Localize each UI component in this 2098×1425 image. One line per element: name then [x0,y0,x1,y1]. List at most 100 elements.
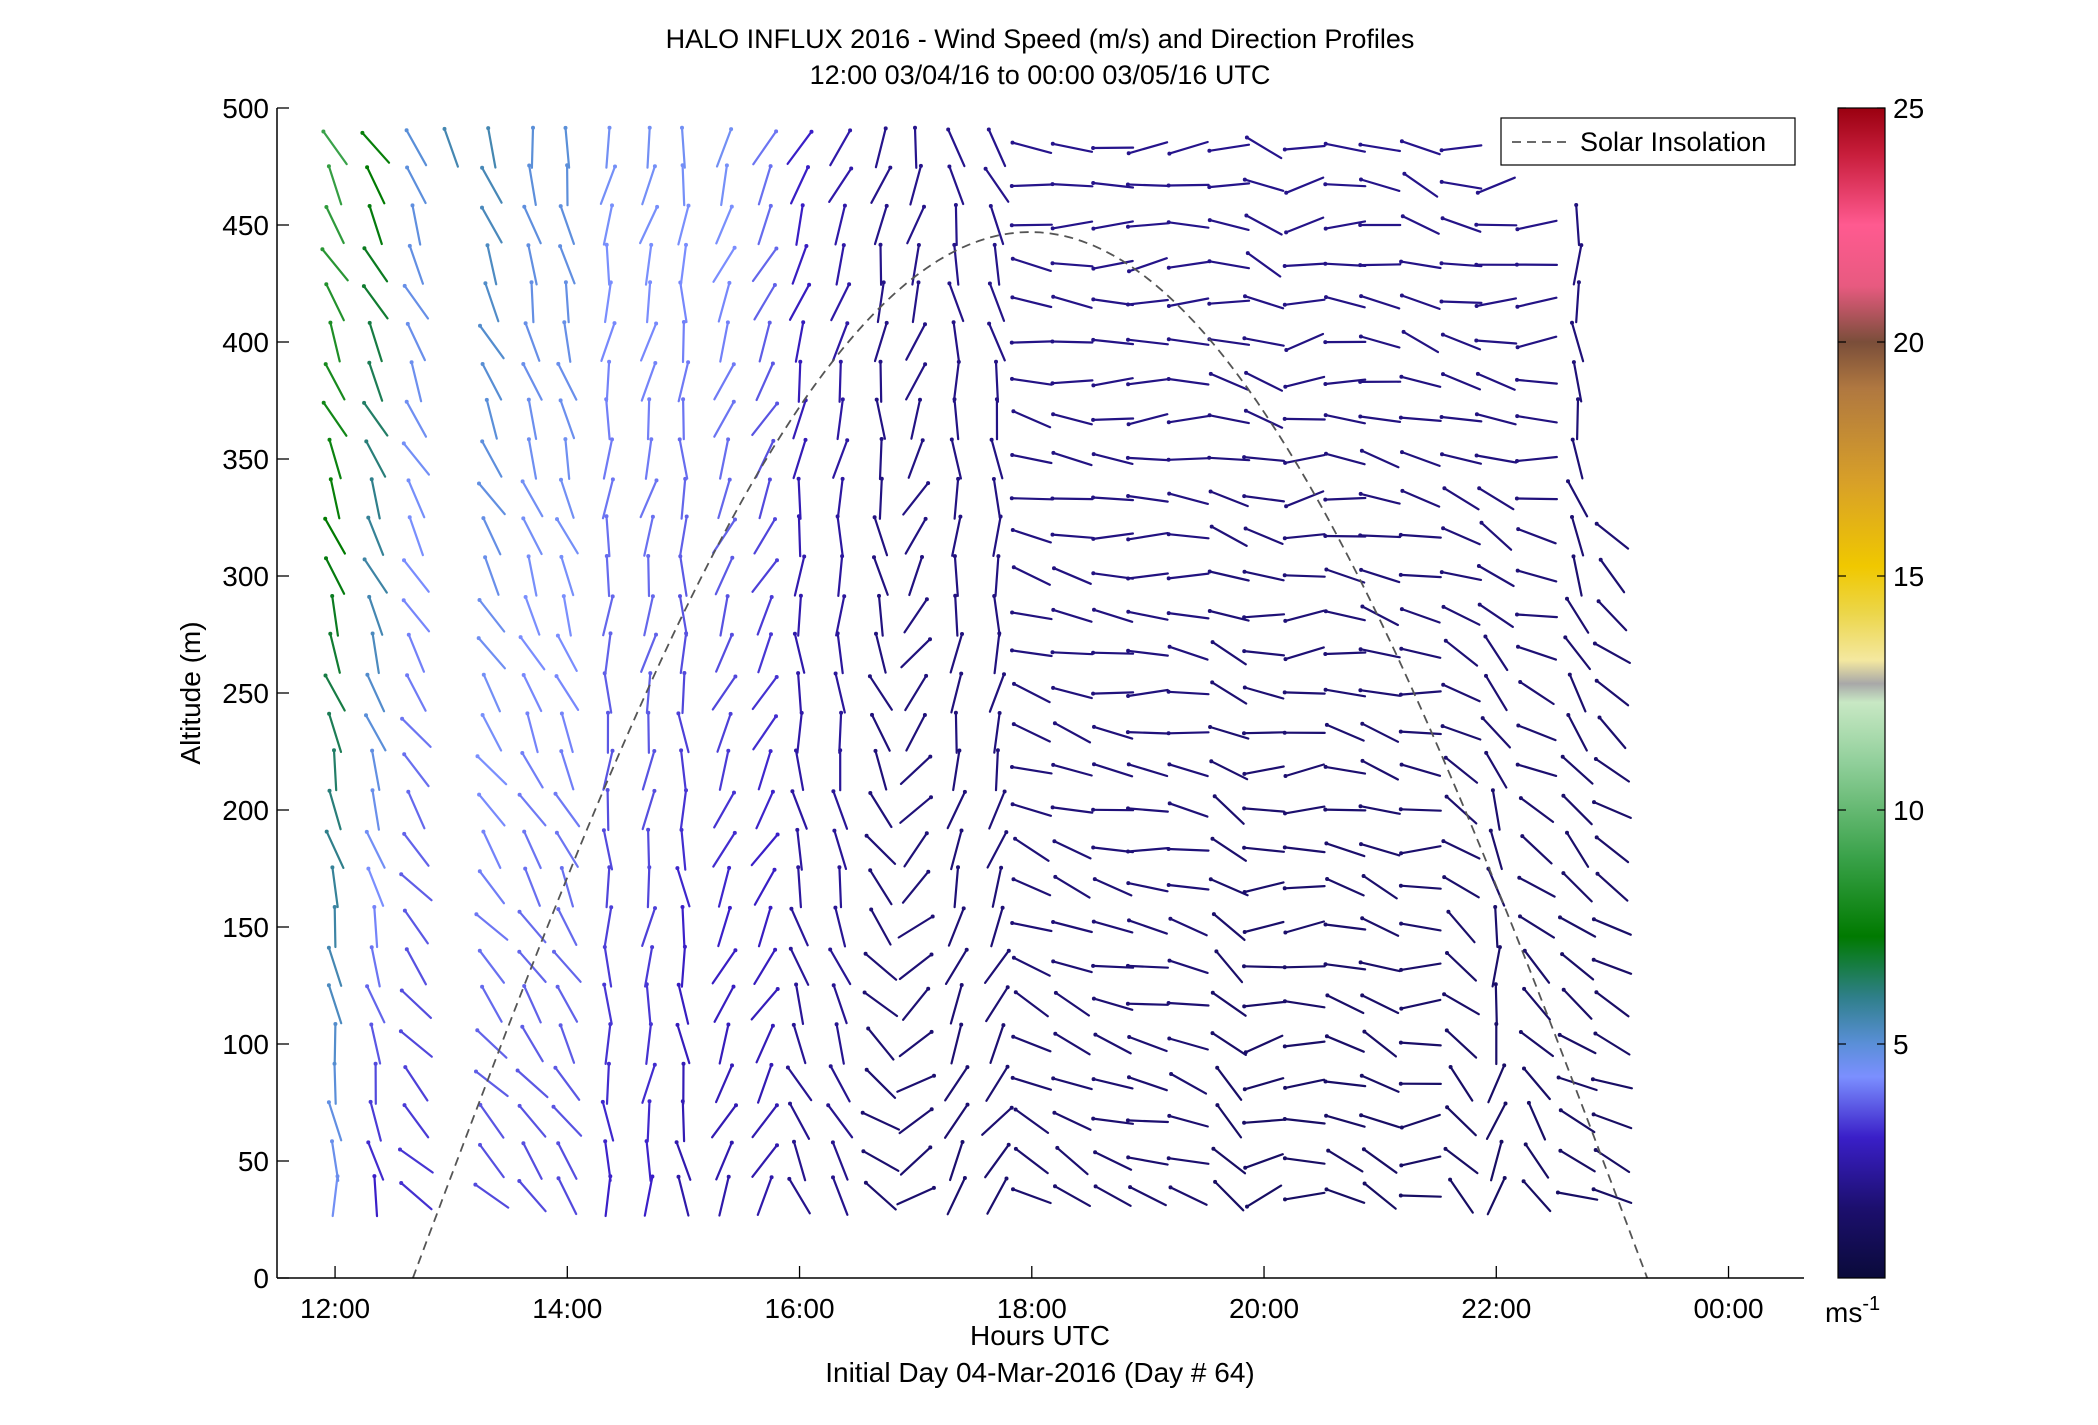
wind-vector [361,131,391,164]
wind-vector-head [1558,1108,1563,1113]
wind-vector [869,791,893,829]
wind-vector-head [1125,182,1130,187]
wind-vector [1518,915,1556,939]
wind-vector-head [478,323,482,328]
wind-vector [1324,220,1367,230]
wind-vector [865,834,897,866]
wind-vector-head [726,748,731,753]
wind-vector-head [1557,1032,1562,1037]
wind-vector [797,866,803,909]
wind-vector-head [1598,557,1603,562]
wind-vector [951,515,962,557]
wind-vector-head [1596,599,1601,604]
wind-vector-head [788,946,793,951]
wind-vector-head [1480,716,1485,721]
wind-vector-head [399,988,404,993]
wind-vector [1167,377,1210,386]
wind-vector-head [1210,1031,1215,1036]
wind-vector-head [1439,261,1444,266]
wind-vector [954,203,958,247]
wind-vector [1208,725,1250,740]
wind-vector [992,477,1002,520]
wind-vector-head [1362,1181,1367,1186]
wind-vector-head [1127,1035,1132,1039]
wind-vector-head [1444,1028,1449,1033]
wind-vector-head [1515,377,1519,382]
wind-vector [643,945,654,988]
wind-vector [1212,912,1246,942]
wind-vector-head [881,280,886,285]
x-tick-label: 18:00 [997,1293,1067,1324]
wind-vector [478,870,505,905]
wind-vector-head [1091,996,1096,1001]
wind-vector-head [1561,987,1566,992]
wind-vector-head [807,282,812,287]
wind-vector-head [869,907,874,912]
wind-vector [604,1140,612,1182]
wind-vector [898,953,933,981]
wind-vector-head [1208,725,1213,729]
colorbar-tick-label: 20 [1893,327,1924,358]
wind-vector-head [1398,729,1403,734]
wind-vector [1400,294,1441,310]
wind-vector [953,554,959,598]
wind-vector-head [1242,649,1247,654]
wind-vector-head [1207,413,1212,418]
wind-vector-head [559,554,564,559]
wind-vector [751,675,778,711]
wind-vector [366,673,386,713]
wind-vector-head [845,321,850,326]
wind-vector [523,205,542,245]
wind-vector-head [676,1174,681,1179]
wind-vector [366,985,386,1024]
wind-vector-head [774,246,779,251]
wind-vector [1402,330,1440,354]
wind-vector [719,321,730,363]
wind-vector [600,322,616,362]
wind-vector-head [1399,1006,1404,1011]
wind-vector [1592,1188,1633,1205]
wind-vector-head [606,1061,611,1066]
wind-vector-head [1166,337,1171,342]
wind-vector [758,321,771,363]
wind-vector-head [1282,1156,1287,1161]
wind-vector-head [679,748,684,753]
wind-vector [1208,182,1251,189]
wind-vector-head [403,1065,408,1070]
wind-vector-head [1360,604,1365,609]
wind-vector [481,713,503,752]
wind-vector [401,717,432,749]
wind-vector-head [556,1176,561,1181]
wind-vector-head [796,671,801,676]
wind-vector-head [1565,596,1569,601]
wind-vector-head [1126,382,1131,387]
wind-vector-head [407,515,412,520]
wind-vector [1517,527,1557,545]
wind-vector [562,594,572,637]
wind-vector [1361,917,1400,937]
wind-vector [1568,673,1587,713]
wind-vector [327,165,343,206]
wind-vector [371,789,380,831]
wind-vector [946,1176,967,1216]
wind-vector-head [1361,1147,1366,1152]
wind-vector [1243,649,1286,657]
wind-vector [1399,416,1442,422]
wind-vector-head [654,321,659,326]
wind-vector-head [863,1180,868,1185]
wind-vector [370,478,381,520]
wind-vector [367,1141,385,1181]
wind-vector [403,832,430,867]
wind-vector [1283,846,1326,854]
wind-vector [1560,952,1595,981]
wind-vector-head [370,631,375,636]
wind-vector-head [1282,1044,1287,1049]
wind-vector [646,126,651,169]
wind-vector [1400,140,1441,156]
wind-vector-head [1442,875,1447,880]
wind-vector-head [517,1103,522,1108]
wind-vector-head [1446,909,1451,914]
wind-vector [1056,1146,1089,1176]
wind-vector-head [962,789,967,794]
wind-vector-head [959,828,964,833]
